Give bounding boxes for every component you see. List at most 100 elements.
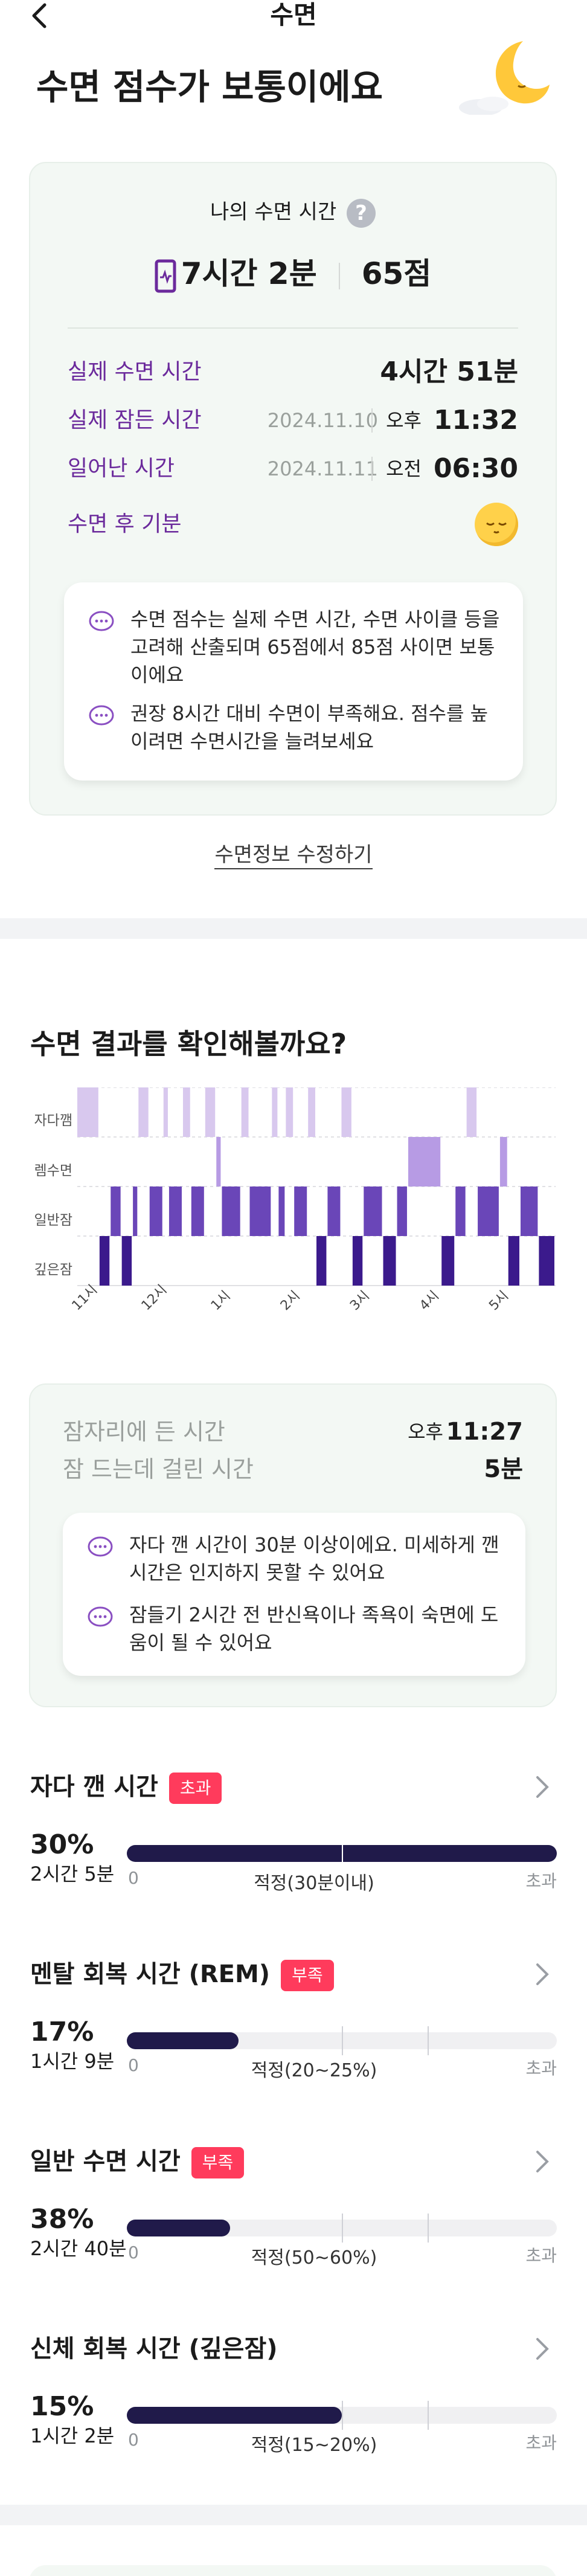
metric-light[interactable]: 일반 수면 시간 부족 38% 2시간 40분 0 적정(50~60%) 초과: [0, 2145, 587, 2326]
stage-label-light: 일반잠: [34, 1212, 72, 1228]
metric-progress-fill: [127, 2032, 239, 2049]
target-marker: [342, 2026, 343, 2055]
metric-progress-track: [127, 2026, 557, 2055]
scale-min: 0: [128, 2430, 139, 2450]
target-marker: [342, 1839, 343, 1868]
sleep-stage-segment: [77, 1087, 98, 1137]
actual-sleep-row: 실제 수면 시간 4시간 51분: [68, 354, 518, 390]
next-card-peek: [29, 2565, 557, 2576]
x-tick-label: 5시: [486, 1288, 512, 1313]
chevron-right-icon[interactable]: [534, 1774, 551, 1800]
sleep-stage-segment: [316, 1236, 327, 1286]
card-divider: [68, 327, 518, 329]
target-marker: [342, 2401, 343, 2430]
sleep-stage-segment: [408, 1137, 441, 1187]
bedtime-tips-card: 자다 깬 시간이 30분 이상이에요. 미세하게 깬 시간은 인지하지 못할 수…: [63, 1513, 525, 1676]
bedtime-value: 11:27: [446, 1418, 523, 1446]
chevron-right-icon[interactable]: [534, 2336, 551, 2362]
wake-up-time: 06:30: [433, 453, 518, 484]
status-badge: 초과: [168, 1773, 222, 1804]
chat-bubble-icon: [88, 1536, 113, 1557]
mood-label: 수면 후 기분: [68, 512, 182, 536]
sleep-stage-segment: [205, 1087, 216, 1137]
wake-up-ampm: 오전: [371, 457, 422, 481]
phone-sleep-icon: [155, 259, 176, 292]
metric-progress-fill: [127, 2407, 342, 2424]
sleep-stage-segment: [383, 1236, 396, 1286]
sleep-stage-segment: [539, 1236, 554, 1286]
sleep-latency-label: 잠 드는데 걸린 시간: [63, 1456, 254, 1483]
scale-target-label: 적정(20~25%): [251, 2060, 377, 2081]
score-tip-text: 권장 8시간 대비 수면이 부족해요. 점수를 높이려면 수면시간을 늘려보세요: [130, 702, 489, 753]
fell-asleep-row: 실제 잠든 시간 2024.11.10 오후 11:32: [68, 402, 518, 439]
target-marker: [342, 2214, 343, 2243]
metric-title: 자다 깬 시간 초과: [30, 1770, 222, 1804]
target-marker: [428, 2026, 429, 2055]
sleep-score-headline: 수면 점수가 보통이에요: [36, 66, 383, 108]
sleepy-face-icon[interactable]: [475, 503, 518, 546]
fell-asleep-date: 2024.11.10: [267, 409, 378, 432]
sleep-stage-segment: [168, 1187, 182, 1236]
bedtime-tip-text: 잠들기 2시간 전 반신욕이나 족욕이 숙면에 도움이 될 수 있어요: [129, 1603, 499, 1654]
sleep-latency-row: 잠 드는데 걸린 시간 5분: [63, 1451, 523, 1487]
score-tip-text: 수면 점수는 실제 수면 시간, 수면 사이클 등을 고려해 산출되며 65점에…: [130, 608, 500, 686]
chevron-right-icon[interactable]: [534, 2148, 551, 2175]
summary-divider: [338, 262, 340, 289]
sleep-stage-segment: [249, 1187, 271, 1236]
sleep-stage-segment: [149, 1187, 162, 1236]
stage-label-awake: 자다깸: [34, 1113, 72, 1129]
metric-awake[interactable]: 자다 깬 시간 초과 30% 2시간 5분 0 적정(30분이내) 초과: [0, 1770, 587, 1951]
score-tip-item: 권장 8시간 대비 수면이 부족해요. 점수를 높이려면 수면시간을 늘려보세요: [88, 700, 501, 755]
metric-deep[interactable]: 신체 회복 시간 (깊은잠) 15% 1시간 2분 0 적정(15~20%) 초…: [0, 2332, 587, 2513]
help-icon[interactable]: ?: [347, 198, 376, 228]
scale-min: 0: [128, 2243, 139, 2262]
chat-bubble-icon: [88, 1606, 113, 1627]
x-tick-label: 3시: [347, 1288, 373, 1313]
sleep-stage-segment: [455, 1187, 466, 1236]
metric-percent: 15%: [30, 2391, 94, 2422]
sleep-stage-segment: [499, 1137, 507, 1187]
metric-duration: 1시간 2분: [30, 2424, 115, 2447]
sleep-stage-segment: [133, 1187, 138, 1236]
sleep-stage-segment: [111, 1187, 121, 1236]
sleep-total-summary: 7시간 2분 65점: [30, 253, 556, 295]
sleep-stage-segment: [121, 1236, 132, 1286]
metric-percent: 30%: [30, 1829, 94, 1860]
metric-rem[interactable]: 멘탈 회복 시간 (REM) 부족 17% 1시간 9분 0 적정(20~25%)…: [0, 1957, 587, 2139]
scale-max: 초과: [525, 1871, 557, 1891]
stage-label-rem: 렘수면: [34, 1163, 72, 1179]
metric-duration: 2시간 5분: [30, 1863, 115, 1885]
sleep-stage-segment: [278, 1187, 285, 1236]
target-marker: [428, 2214, 429, 2243]
metric-duration: 2시간 40분: [30, 2237, 127, 2260]
scale-max: 초과: [525, 2058, 557, 2078]
metric-progress-track: [127, 2214, 557, 2243]
moon-icon: [459, 41, 550, 115]
fell-asleep-ampm: 오후: [371, 408, 422, 433]
x-tick-label: 11시: [69, 1282, 101, 1313]
bedtime-tip-text: 자다 깬 시간이 30분 이상이에요. 미세하게 깬 시간은 인지하지 못할 수…: [129, 1533, 499, 1584]
metric-duration: 1시간 9분: [30, 2050, 115, 2073]
metric-title: 일반 수면 시간 부족: [30, 2145, 245, 2178]
chat-bubble-icon: [89, 611, 114, 631]
fell-asleep-label: 실제 잠든 시간: [68, 408, 202, 433]
actual-sleep-value: 4시간 51분: [380, 356, 518, 387]
metric-progress-track: [127, 1839, 557, 1868]
fell-asleep-time: 11:32: [433, 405, 518, 436]
sleep-stage-segment: [341, 1087, 351, 1137]
score-tip-item: 수면 점수는 실제 수면 시간, 수면 사이클 등을 고려해 산출되며 65점에…: [88, 605, 501, 689]
my-sleep-time-label: 나의 수면 시간 ?: [30, 198, 556, 228]
sleep-stage-segment: [364, 1187, 382, 1236]
chevron-right-icon[interactable]: [534, 1961, 551, 1988]
wake-up-row: 일어난 시간 2024.11.11 오전 06:30: [68, 451, 518, 487]
sleep-stage-segment: [327, 1187, 341, 1236]
sleep-latency-value: 5분: [484, 1455, 523, 1483]
back-button[interactable]: [29, 0, 53, 34]
status-badge: 부족: [281, 1960, 334, 1991]
sleep-stage-segment: [508, 1236, 519, 1286]
edit-sleep-info-link[interactable]: 수면정보 수정하기: [0, 841, 587, 869]
section-divider: [0, 2505, 587, 2525]
edit-sleep-info-text[interactable]: 수면정보 수정하기: [214, 843, 373, 869]
sleep-stage-segment: [182, 1087, 190, 1137]
metric-title: 멘탈 회복 시간 (REM) 부족: [30, 1957, 334, 1991]
